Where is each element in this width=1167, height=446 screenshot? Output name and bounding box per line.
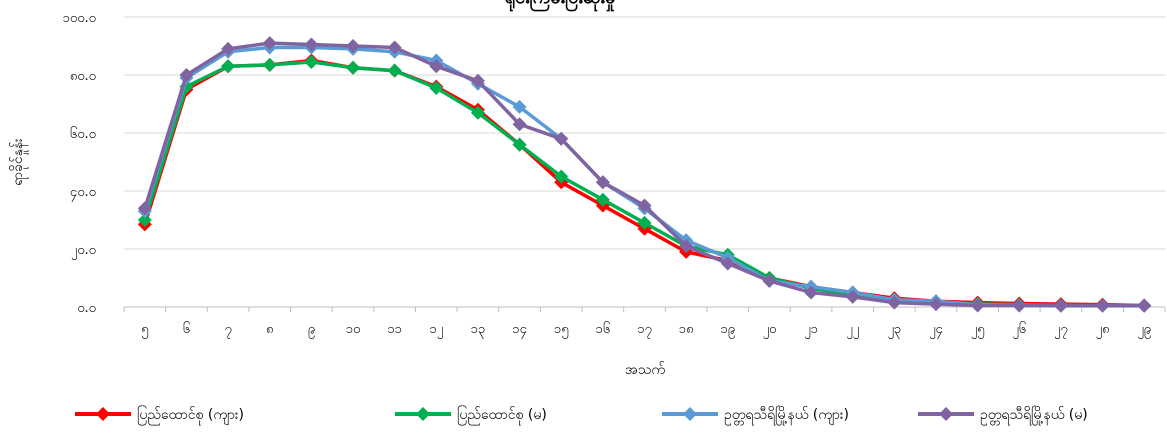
x-tick-label: ၁၃: [471, 322, 486, 339]
data-point: [262, 57, 277, 72]
data-point: [137, 201, 152, 216]
x-tick-label: ၁၆: [596, 321, 611, 337]
data-point: [679, 239, 694, 254]
data-point: [512, 117, 527, 132]
data-point: [470, 105, 485, 120]
x-tick-label: ၂၅: [971, 322, 985, 339]
x-tick-label: ၂၃: [887, 322, 901, 339]
x-tick-label: ၈: [266, 322, 273, 337]
axes: ၀.၀ ၂၀.၀ ၄၀.၀ ၆၀.၀ ၈၀.၀ ၁၀၀.၀၅ ၆ ၇ ၈ ၉ ၁၀ ၁၁ ၁၂ ၁၃ ၁၄ ၁…: [63, 11, 1166, 339]
data-point: [845, 289, 860, 304]
data-point: [1095, 298, 1110, 313]
y-axis-title: ရာခိုင်နှုန်း: [10, 138, 28, 186]
legend-swatch-marker: [939, 407, 953, 421]
x-tick-label: ၂၆: [1012, 321, 1026, 339]
gridlines: [124, 16, 1165, 250]
data-point: [387, 40, 402, 55]
data-point: [137, 213, 152, 227]
data-point: [304, 37, 319, 52]
x-tick-label: ၁၄: [512, 322, 527, 339]
legend-item: ဥတ္တရသီရိမြို့နယ် (ကျား): [662, 406, 849, 425]
legend-swatch-marker: [416, 407, 430, 421]
data-point: [512, 99, 527, 114]
data-point: [887, 295, 902, 310]
y-tick-label: ၄၀.၀: [70, 185, 96, 202]
series-2: [137, 54, 1152, 313]
data-point: [595, 192, 610, 207]
data-point: [554, 169, 569, 184]
data-point: [637, 198, 652, 213]
y-tick-label: ၂၀.၀: [71, 243, 96, 260]
data-point: [637, 215, 652, 230]
x-tick-label: ၂၄: [929, 322, 943, 339]
data-point: [346, 39, 361, 53]
legend-item: ဥတ္တရသီရိမြို့နယ် (မ): [918, 406, 1088, 425]
x-tick-label: ၂၀: [763, 322, 777, 339]
legend-item: ပြည်ထောင်စု (မ): [395, 406, 547, 425]
data-point: [221, 41, 236, 56]
data-point: [470, 73, 485, 88]
data-point: [595, 175, 610, 190]
data-point: [554, 131, 569, 146]
series-line: [143, 58, 1145, 308]
data-point: [1053, 298, 1068, 313]
chart-title: ရိုင်းကြမ်းပြီးဆုံးမှု: [505, 0, 616, 12]
x-tick-label: ၁၅: [554, 322, 569, 339]
series-line: [143, 41, 1145, 308]
x-tick-label: ၁၈: [679, 322, 694, 337]
x-tick-label: ၂၂: [846, 322, 859, 339]
data-point: [304, 54, 319, 69]
data-point: [1137, 298, 1152, 313]
y-tick-label: ၈၀.၀: [70, 69, 96, 84]
x-tick-label: ၂၈: [1096, 322, 1110, 339]
data-point: [262, 36, 277, 51]
data-point: [429, 59, 444, 74]
data-point: [804, 285, 819, 300]
x-tick-label: ၁၉: [720, 322, 735, 339]
x-tick-label: ၆: [183, 321, 190, 337]
data-point: [512, 137, 527, 152]
x-tick-label: ၁၁: [387, 322, 402, 337]
x-tick-label: ၂၁: [804, 322, 818, 339]
legend-item: ပြည်ထောင်စု (ကျား): [75, 406, 244, 425]
y-tick-label: ၆၀.၀: [70, 126, 96, 142]
data-point: [1012, 298, 1027, 313]
data-point: [179, 68, 194, 82]
x-tick-label: ၁၇: [637, 322, 652, 339]
x-tick-label: ၉: [308, 322, 315, 339]
x-axis-title: အသက်: [625, 362, 665, 378]
data-point: [429, 81, 444, 96]
series-3: [137, 40, 1152, 313]
legend-swatch-marker: [96, 407, 110, 421]
x-tick-label: ၂၉: [1137, 322, 1151, 339]
x-tick-label: ၇: [224, 322, 231, 339]
legend-swatch-marker: [683, 407, 697, 421]
y-tick-label: ၀.၀: [77, 301, 96, 316]
series-lines: [137, 36, 1152, 313]
x-tick-label: ၁၂: [429, 322, 443, 339]
data-point: [387, 63, 402, 78]
data-point: [928, 297, 943, 312]
series-line: [143, 45, 1145, 308]
data-point: [346, 60, 361, 75]
series-1: [137, 53, 1152, 313]
x-tick-label: ၁၀: [346, 322, 361, 337]
data-point: [221, 59, 236, 74]
data-point: [970, 298, 985, 313]
data-point: [720, 256, 735, 271]
x-tick-label: ၂၇: [1054, 322, 1068, 339]
legend-label: ဥတ္တရသီရိမြို့နယ် (မ): [980, 406, 1088, 425]
y-tick-label: ၁၀၀.၀: [63, 11, 96, 26]
x-tick-label: ၅: [141, 322, 148, 339]
series-line: [143, 60, 1145, 308]
legend-label: ဥတ္တရသီရိမြို့နယ် (ကျား): [724, 406, 849, 425]
data-point: [762, 273, 777, 288]
legend-label: ပြည်ထောင်စု (မ): [457, 406, 547, 425]
legend-label: ပြည်ထောင်စု (ကျား): [137, 406, 244, 425]
legend: ပြည်ထောင်စု (ကျား) ပြည်ထောင်စု (မ) ဥတ္တရသီ…: [75, 406, 1088, 425]
series-4: [137, 36, 1152, 313]
